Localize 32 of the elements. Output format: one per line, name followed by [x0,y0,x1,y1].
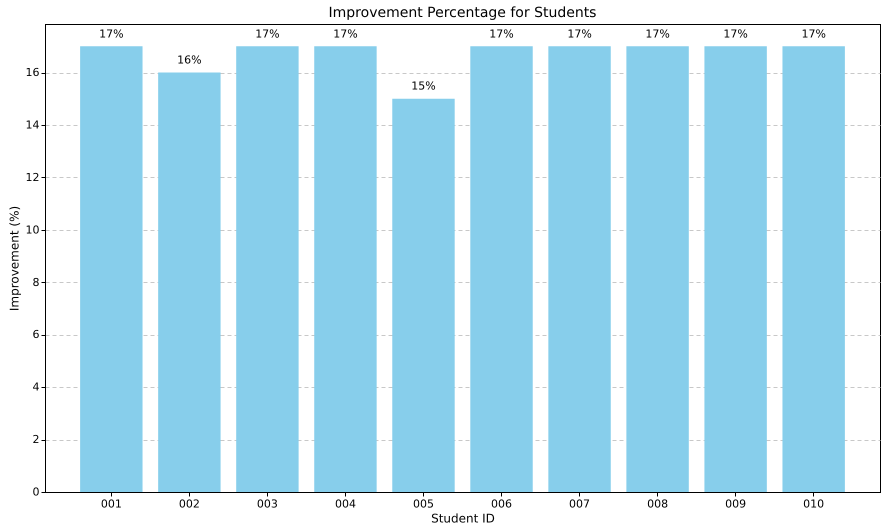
data-label: 17% [489,27,514,40]
data-label: 17% [723,27,748,40]
y-tick-label: 2 [32,433,40,446]
y-tick-label: 10 [26,223,40,236]
data-label: 17% [801,27,826,40]
data-label: 17% [567,27,592,40]
y-tick-label: 16 [26,66,40,80]
data-label: 17% [645,27,670,40]
x-tick-label: 001 [100,498,122,510]
data-label: 16% [177,54,202,67]
data-label: 17% [333,27,358,40]
x-tick-label: 007 [569,498,590,510]
x-tick-label: 003 [256,498,278,510]
y-tick-label: 14 [26,118,40,132]
x-tick-label: 005 [412,498,434,510]
y-tick-label: 4 [32,380,40,394]
y-axis-title: Improvement (%) [8,206,22,312]
y-tick-label: 0 [32,486,40,498]
x-tick-label: 010 [803,498,824,510]
y-tick-label: 8 [32,276,40,289]
data-label: 17% [255,27,280,40]
x-axis-title: Student ID [431,512,495,526]
data-label: 15% [411,80,436,93]
x-tick-label: 006 [491,498,512,510]
x-tick-label: 008 [647,498,668,510]
y-tick-label: 6 [32,328,40,342]
data-label: 17% [99,27,124,40]
x-tick-label: 002 [178,498,200,510]
x-tick-label: 009 [725,498,746,510]
chart-title: Improvement Percentage for Students [328,5,596,21]
x-tick-label: 004 [334,498,356,510]
y-tick-label: 12 [26,170,40,184]
